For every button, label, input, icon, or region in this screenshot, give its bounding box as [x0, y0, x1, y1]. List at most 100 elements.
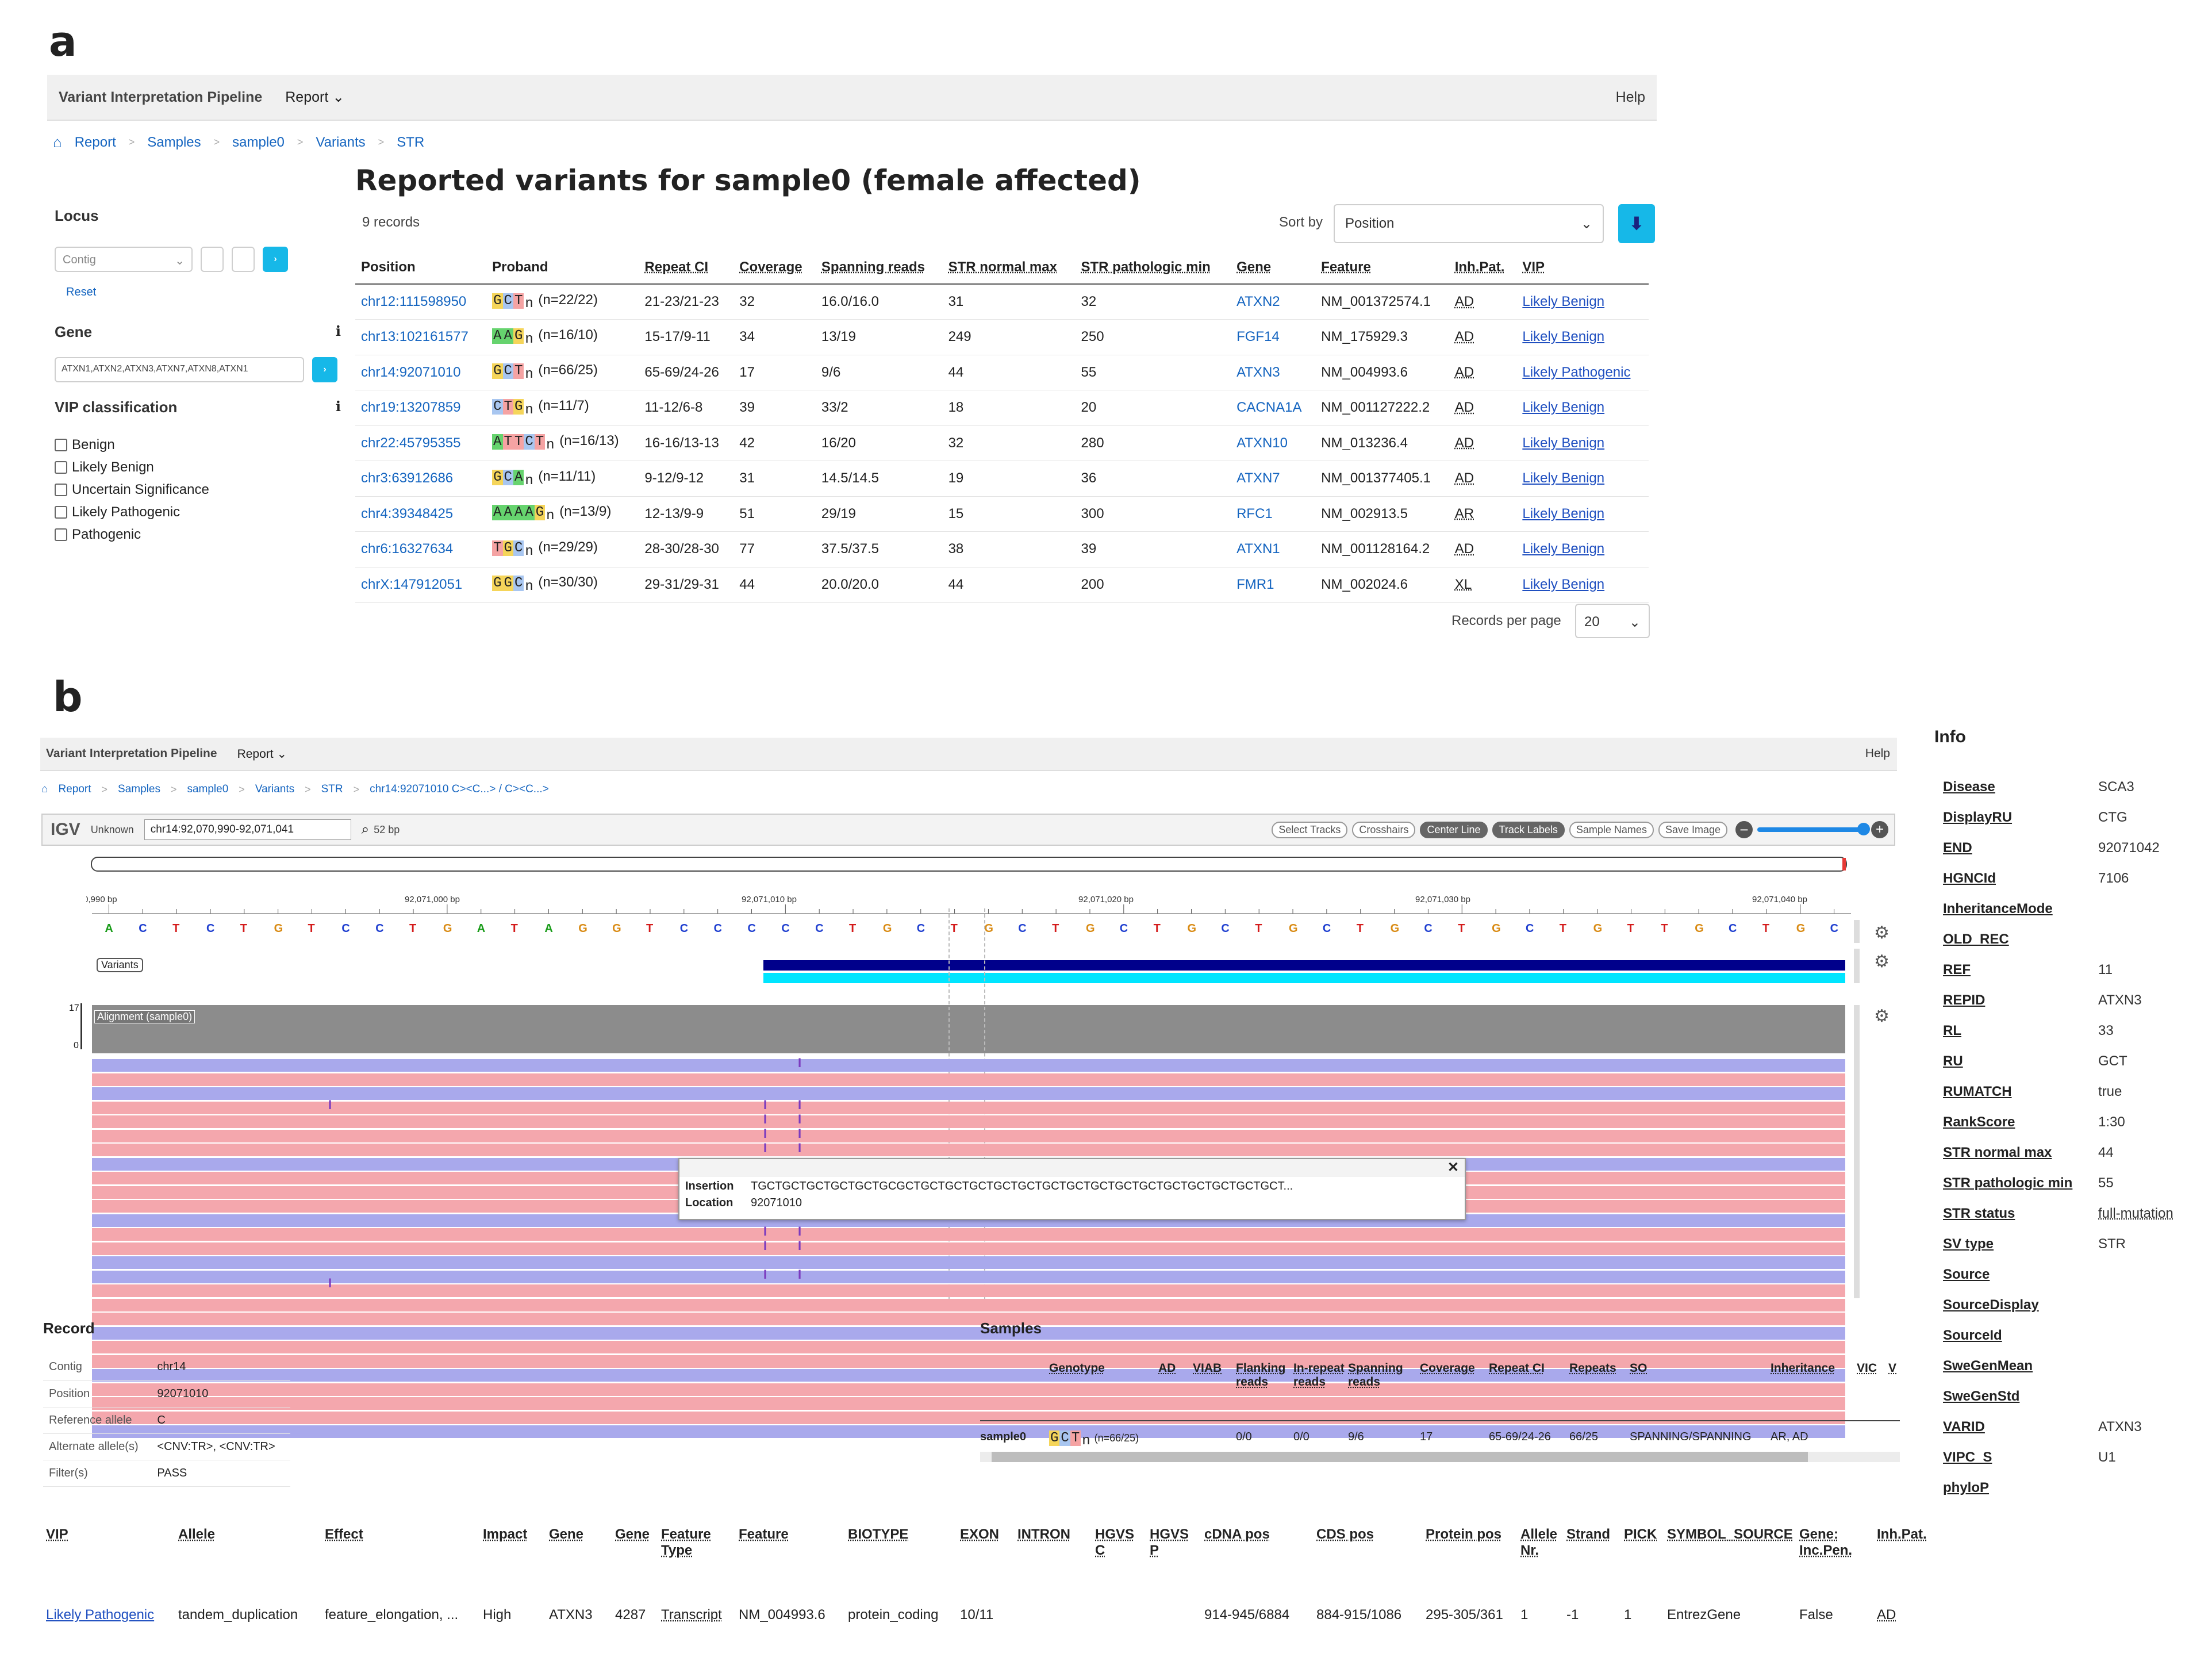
- read[interactable]: [92, 1369, 1845, 1382]
- samples-col-header[interactable]: Flanking reads: [1236, 1361, 1286, 1389]
- contig-select[interactable]: Contig ⌄: [55, 247, 193, 272]
- effects-col-header[interactable]: Protein pos: [1426, 1527, 1502, 1542]
- scrollbar[interactable]: [1854, 920, 1860, 943]
- insertion-marker[interactable]: I: [797, 1056, 802, 1070]
- insertion-popup[interactable]: ✕ Insertion TGCTGCTGCTGCTGCTGCGCTGCTGCTGC…: [678, 1158, 1466, 1220]
- effects-col-header[interactable]: HGVS P: [1150, 1527, 1189, 1558]
- gene-link[interactable]: RFC1: [1236, 505, 1273, 521]
- read[interactable]: [92, 1256, 1845, 1269]
- samples-scrollbar[interactable]: [980, 1452, 1900, 1462]
- read[interactable]: [92, 1284, 1845, 1297]
- vip-link[interactable]: Likely Benign: [1522, 329, 1605, 345]
- effects-col-header[interactable]: EXON: [960, 1527, 1000, 1542]
- effects-cell[interactable]: Likely Pathogenic: [46, 1607, 155, 1623]
- gear-icon[interactable]: ⚙: [1874, 923, 1890, 942]
- vip-link[interactable]: Likely Benign: [1522, 576, 1605, 592]
- info-key[interactable]: REF: [1943, 961, 1971, 977]
- read[interactable]: [92, 1144, 1845, 1156]
- col-header[interactable]: Gene: [1231, 251, 1316, 285]
- help-link[interactable]: Help: [1615, 89, 1645, 105]
- position-link[interactable]: chr4:39348425: [361, 505, 454, 521]
- samples-col-header[interactable]: AD: [1158, 1361, 1176, 1375]
- position-link[interactable]: chr14:92071010: [361, 364, 461, 380]
- effects-col-header[interactable]: INTRON: [1017, 1527, 1070, 1542]
- info-key[interactable]: RUMATCH: [1943, 1083, 2012, 1099]
- info-key[interactable]: SweGenStd: [1943, 1388, 2020, 1404]
- position-link[interactable]: chr6:16327634: [361, 541, 454, 557]
- effects-col-header[interactable]: Allele Nr.: [1520, 1527, 1558, 1558]
- info-key[interactable]: REPID: [1943, 992, 1986, 1008]
- crumb-variants[interactable]: Variants: [316, 134, 366, 150]
- vip-checkbox-pathogenic[interactable]: Pathogenic: [55, 523, 354, 546]
- vip-cell[interactable]: Likely Benign: [1516, 567, 1649, 603]
- position-link[interactable]: chr22:45795355: [361, 435, 461, 451]
- col-header[interactable]: VIP: [1516, 251, 1649, 285]
- crumb-variants[interactable]: Variants: [255, 783, 295, 795]
- vip-checkbox-benign[interactable]: Benign: [55, 434, 354, 456]
- info-key[interactable]: RankScore: [1943, 1114, 2015, 1130]
- track-labels-button[interactable]: Track Labels: [1492, 821, 1565, 838]
- download-button[interactable]: ⬇: [1618, 204, 1655, 243]
- col-header[interactable]: Repeat CI: [639, 251, 734, 285]
- rpp-select[interactable]: 20 ⌄: [1575, 604, 1650, 638]
- samples-col-header[interactable]: VIC: [1857, 1361, 1877, 1375]
- info-key[interactable]: STR normal max: [1943, 1144, 2052, 1160]
- gene-cell[interactable]: ATXN1: [1231, 531, 1316, 567]
- vip-cell[interactable]: Likely Pathogenic: [1516, 355, 1649, 390]
- info-key[interactable]: OLD_REC: [1943, 931, 2009, 947]
- insertion-marker[interactable]: I: [763, 1224, 767, 1238]
- samples-col-header[interactable]: Inheritance: [1771, 1361, 1835, 1375]
- vip-checkbox-likely-benign[interactable]: Likely Benign: [55, 456, 354, 478]
- read[interactable]: [92, 1101, 1845, 1114]
- position-cell[interactable]: chr12:111598950: [355, 284, 487, 320]
- samples-col-header[interactable]: Spanning reads: [1348, 1361, 1403, 1389]
- locus-apply-button[interactable]: ›: [263, 247, 288, 272]
- col-header[interactable]: STR normal max: [942, 251, 1076, 285]
- effects-col-header[interactable]: PICK: [1624, 1527, 1657, 1542]
- gene-link[interactable]: ATXN7: [1236, 470, 1280, 486]
- insertion-marker[interactable]: I: [328, 1098, 332, 1112]
- save-image-button[interactable]: Save Image: [1658, 821, 1727, 838]
- insertion-marker[interactable]: I: [763, 1112, 767, 1126]
- read[interactable]: [92, 1397, 1845, 1410]
- insertion-marker[interactable]: I: [797, 1126, 802, 1141]
- read[interactable]: [92, 1425, 1845, 1438]
- info-key[interactable]: phyloP: [1943, 1479, 1990, 1495]
- effects-col-header[interactable]: HGVS C: [1095, 1527, 1135, 1558]
- genome-label[interactable]: Unknown: [90, 823, 134, 835]
- zoom-slider[interactable]: [1757, 823, 1870, 835]
- position-link[interactable]: chr3:63912686: [361, 470, 454, 486]
- effects-col-header[interactable]: Allele: [178, 1527, 216, 1542]
- read[interactable]: [92, 1313, 1845, 1325]
- gene-link[interactable]: ATXN1: [1236, 541, 1280, 557]
- read[interactable]: [92, 1242, 1845, 1255]
- gene-cell[interactable]: ATXN3: [1231, 355, 1316, 390]
- read[interactable]: [92, 1383, 1845, 1396]
- sort-select[interactable]: Position ⌄: [1334, 204, 1604, 243]
- vip-cell[interactable]: Likely Benign: [1516, 425, 1649, 461]
- gene-cell[interactable]: RFC1: [1231, 496, 1316, 532]
- zoom-out-icon[interactable]: −: [1735, 821, 1753, 838]
- gear-icon[interactable]: ⚙: [1874, 1007, 1890, 1026]
- samples-col-header[interactable]: Repeats: [1569, 1361, 1616, 1375]
- insertion-marker[interactable]: I: [763, 1238, 767, 1253]
- position-cell[interactable]: chrX:147912051: [355, 567, 487, 603]
- position-link[interactable]: chrX:147912051: [361, 576, 463, 592]
- info-key[interactable]: RU: [1943, 1053, 1963, 1069]
- samples-col-header[interactable]: In-repeat reads: [1293, 1361, 1345, 1389]
- crumb-sample0[interactable]: sample0: [187, 783, 229, 795]
- gene-link[interactable]: ATXN3: [1236, 364, 1280, 380]
- read[interactable]: [92, 1059, 1845, 1072]
- info-key[interactable]: Disease: [1943, 778, 1995, 795]
- coverage-track[interactable]: [92, 1005, 1845, 1053]
- vip-link[interactable]: Likely Benign: [1522, 400, 1605, 416]
- crumb-samples[interactable]: Samples: [147, 134, 201, 150]
- info-key[interactable]: Source: [1943, 1266, 1990, 1282]
- vip-checkbox-vus[interactable]: Uncertain Significance: [55, 478, 354, 501]
- info-key[interactable]: RL: [1943, 1022, 1961, 1038]
- effects-col-header[interactable]: cDNA pos: [1204, 1527, 1270, 1542]
- crumb-sample0[interactable]: sample0: [232, 134, 285, 150]
- info-key[interactable]: DisplayRU: [1943, 809, 2013, 825]
- info-key[interactable]: STR status: [1943, 1205, 2015, 1221]
- col-header[interactable]: Spanning reads: [815, 251, 943, 285]
